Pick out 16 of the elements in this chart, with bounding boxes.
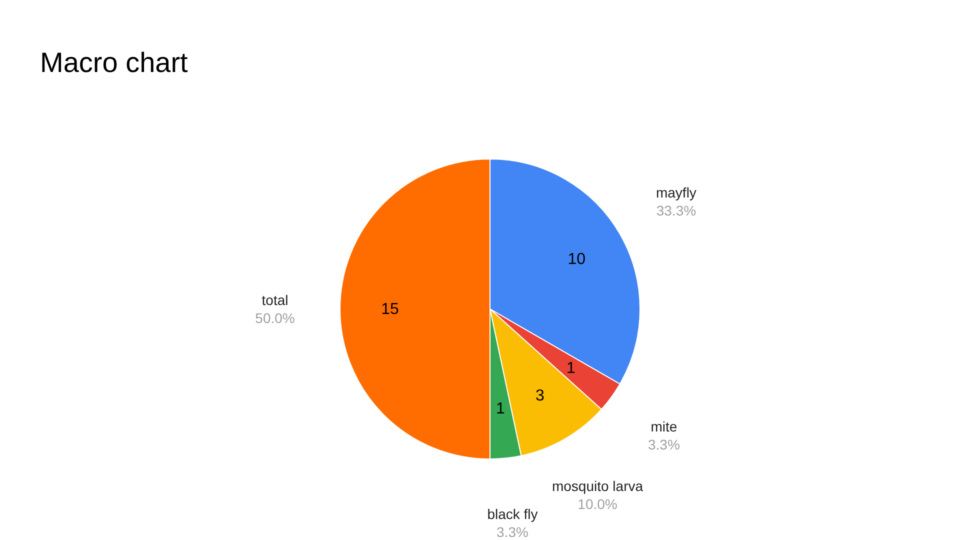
text: 33.3% [656,202,696,218]
slice-label: mite [650,418,678,434]
slice-label: black fly [487,506,538,522]
chart-title: Macro chart [40,47,188,78]
slice-label: mayfly [656,184,696,200]
data-label: 10 [568,251,586,268]
slice-label: mosquito larva [552,478,644,494]
data-label: 1 [566,360,576,377]
text: 3.3% [496,524,528,540]
data-label: 15 [381,301,399,318]
text: 10.0% [578,496,618,512]
data-label: 1 [496,400,505,418]
slice-label: total [262,292,288,308]
text: 3.3% [648,436,680,452]
data-label: 3 [536,388,545,405]
text: 50.0% [255,310,295,326]
